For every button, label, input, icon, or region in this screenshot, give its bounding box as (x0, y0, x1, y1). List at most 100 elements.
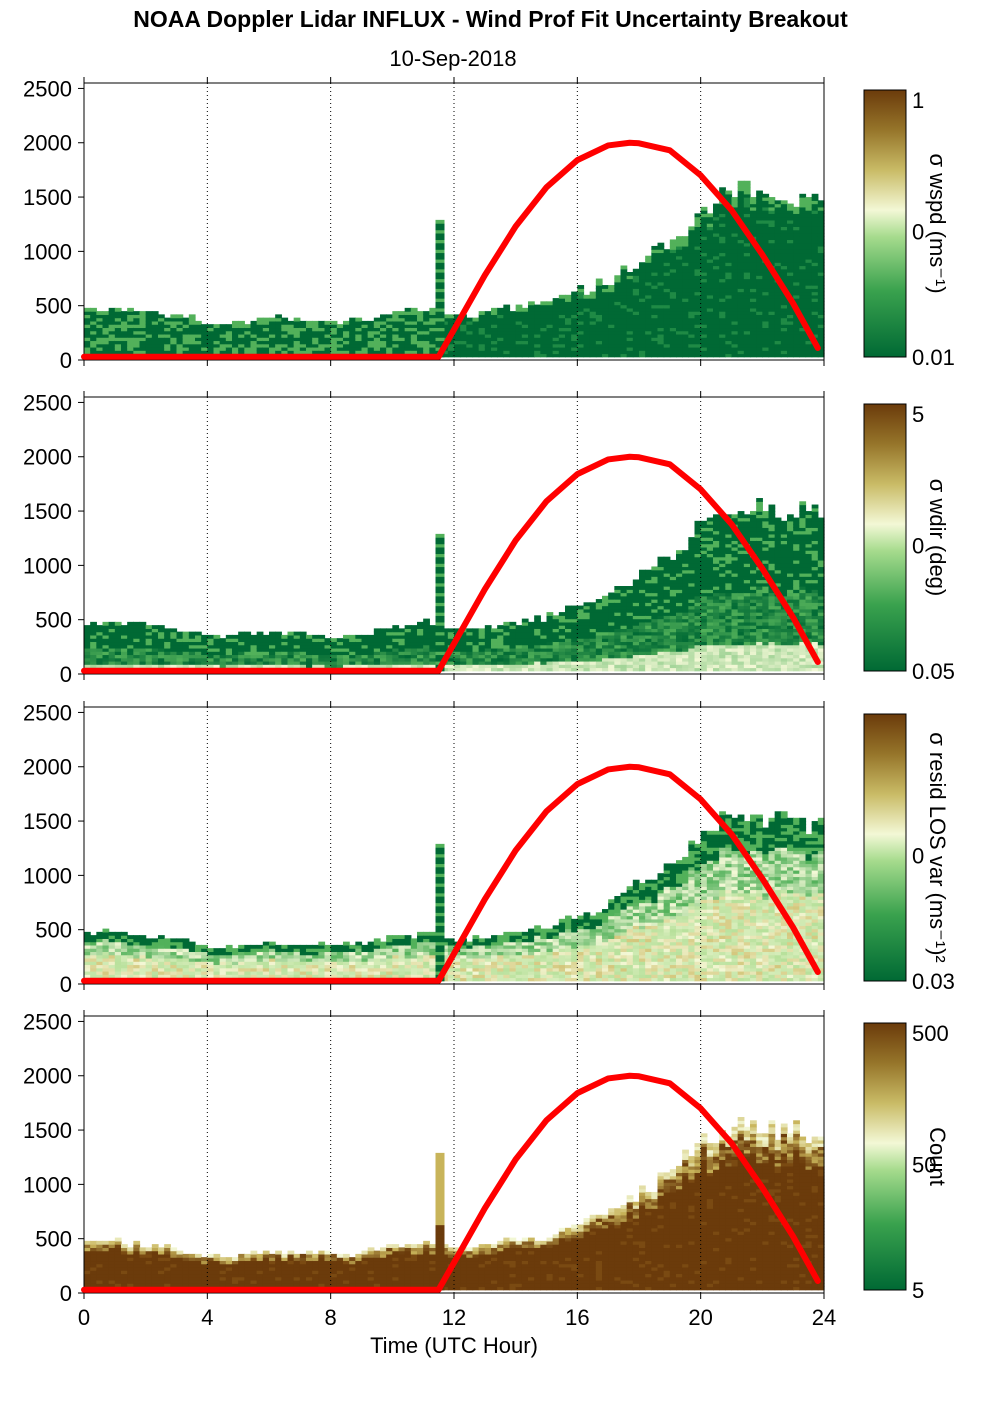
heatmap-cell (256, 343, 264, 348)
heatmap-cell (528, 307, 535, 312)
heatmap-cell (349, 320, 356, 325)
heatmap-cell (299, 320, 307, 325)
heatmap-cell (460, 346, 467, 351)
heatmap-cell (90, 350, 97, 355)
heatmap-cell (281, 330, 289, 335)
heatmap-cell (577, 333, 585, 338)
heatmap-cell (373, 330, 381, 335)
heatmap-cell (595, 298, 603, 302)
heatmap-cell (404, 324, 412, 329)
heatmap-cell (96, 324, 104, 329)
heatmap-cell (497, 337, 504, 342)
heatmap-cell (497, 330, 504, 335)
heatmap-cell (349, 333, 356, 338)
heatmap-cell (558, 317, 566, 322)
heatmap-cell (114, 324, 122, 329)
heatmap-cell (484, 343, 492, 348)
heatmap-cell (528, 304, 535, 309)
heatmap-cell (102, 350, 110, 355)
heatmap-cell (355, 346, 363, 351)
heatmap-cell (540, 621, 548, 626)
heatmap-cell (158, 327, 165, 332)
heatmap-cell (577, 311, 585, 315)
heatmap-cell (429, 346, 437, 351)
heatmap-cell (620, 327, 628, 332)
heatmap-cell (515, 320, 523, 325)
heatmap-cell (158, 343, 165, 348)
heatmap-cell (503, 346, 511, 351)
heatmap-cell (521, 330, 529, 335)
heatmap-cell (145, 324, 153, 329)
heatmap-cell (725, 190, 733, 195)
heatmap-cell (287, 631, 295, 636)
heatmap-cell (509, 346, 517, 351)
heatmap-cell (355, 340, 363, 345)
heatmap-cell (386, 350, 393, 355)
heatmap-cell (195, 333, 202, 338)
heatmap-cell (324, 327, 332, 332)
heatmap-cell (238, 324, 245, 329)
heatmap-cell (534, 311, 541, 315)
heatmap-cell (503, 340, 511, 345)
heatmap-cell (355, 350, 363, 355)
heatmap-cell (170, 628, 178, 633)
heatmap-cell (176, 330, 184, 335)
heatmap-cell (349, 343, 356, 348)
heatmap-cell (417, 327, 424, 332)
heatmap-cell (195, 631, 202, 636)
heatmap-cell (151, 314, 159, 319)
heatmap-cell (595, 343, 603, 348)
heatmap-cell (528, 301, 535, 306)
heatmap-cell (503, 337, 511, 342)
heatmap-cell (151, 625, 159, 629)
heatmap-cell (293, 346, 301, 351)
heatmap-cell (324, 340, 332, 345)
heatmap-cell (546, 612, 554, 616)
heatmap-cell (676, 236, 683, 241)
heatmap-cell (275, 314, 282, 319)
heatmap-cell (102, 343, 110, 348)
heatmap-cell (478, 628, 486, 633)
heatmap-cell (534, 343, 541, 348)
heatmap-cell (90, 324, 97, 329)
heatmap-cell (373, 337, 381, 342)
heatmap-cell (577, 340, 585, 345)
heatmap-cell (182, 320, 190, 325)
heatmap-cell (546, 350, 554, 355)
heatmap-cell (398, 317, 406, 322)
heatmap-cell (127, 327, 134, 332)
heatmap-cell (114, 346, 122, 351)
heatmap-cell (127, 337, 134, 342)
heatmap-cell (404, 333, 412, 338)
heatmap-cell (244, 327, 252, 332)
heatmap-cell (466, 337, 474, 342)
heatmap-cell (676, 550, 683, 555)
heatmap-cell (361, 324, 369, 329)
heatmap-cell (583, 333, 591, 338)
heatmap-cell (558, 612, 566, 616)
heatmap-cell (608, 346, 615, 351)
heatmap-cell (558, 343, 566, 348)
heatmap-cell (663, 249, 671, 254)
heatmap-cell (558, 314, 566, 319)
heatmap-cell (546, 346, 554, 351)
heatmap-cell (404, 343, 412, 348)
heatmap-cell (287, 343, 295, 348)
heatmap-cell (577, 307, 585, 312)
heatmap-cell (281, 346, 289, 351)
heatmap-cell (577, 330, 585, 335)
heatmap-cell (639, 262, 646, 267)
heatmap-cell (207, 324, 215, 329)
heatmap-cell (583, 350, 591, 355)
heatmap-cell (491, 333, 498, 338)
heatmap-cell (170, 314, 178, 319)
heatmap-cell (133, 621, 141, 626)
heatmap-cell (293, 631, 301, 636)
heatmap-cell (614, 301, 622, 306)
heatmap-cell (583, 314, 591, 319)
heatmap-cell (195, 337, 202, 342)
heatmap-cell (225, 343, 233, 348)
heatmap-cell (250, 350, 258, 355)
heatmap-cell (108, 314, 116, 319)
heatmap-cell (318, 333, 326, 338)
